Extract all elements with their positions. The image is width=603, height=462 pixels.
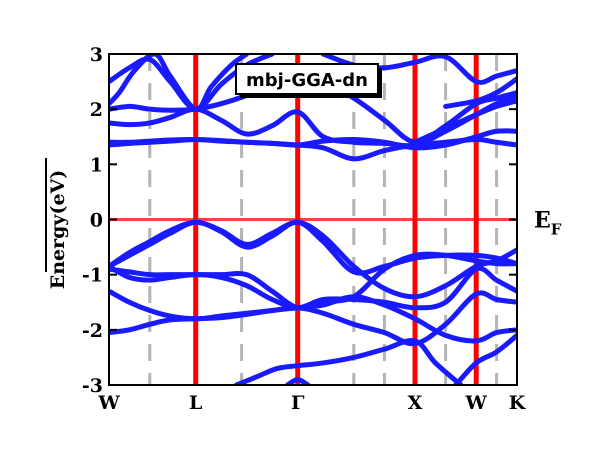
y-axis-label: Energy(eV) xyxy=(47,170,69,290)
x-tick-label: W xyxy=(97,392,120,414)
legend-text: mbj-GGA-dn xyxy=(246,70,368,91)
y-tick-label: 3 xyxy=(90,44,103,66)
x-tick-label: L xyxy=(189,392,202,414)
band-line xyxy=(234,337,464,385)
x-tick-label: K xyxy=(509,392,527,414)
legend-box xyxy=(235,63,379,95)
legend: mbj-GGA-dn xyxy=(235,63,382,98)
y-ticks: -3 -2 -1 0 1 2 3 xyxy=(82,44,517,397)
band-line xyxy=(109,294,517,344)
fermi-subscript: F xyxy=(551,221,562,239)
band-line xyxy=(412,98,517,145)
y-tick-label: -2 xyxy=(82,320,103,342)
y-tick-label: 1 xyxy=(90,154,103,176)
band-line xyxy=(453,332,517,385)
fermi-level-label: EF xyxy=(534,208,562,239)
y-tick-label: -1 xyxy=(82,265,103,287)
band-line xyxy=(285,376,311,385)
y-tick-label: 2 xyxy=(90,99,103,121)
fermi-letter: E xyxy=(534,208,551,234)
x-tick-label: X xyxy=(408,392,423,414)
bands xyxy=(109,54,517,385)
band-line xyxy=(109,54,250,112)
x-tick-label: Γ xyxy=(291,392,305,414)
y-tick-label: 0 xyxy=(90,210,103,232)
y-tick-label: -3 xyxy=(82,375,103,397)
x-tick-label: W xyxy=(465,392,488,414)
band-line xyxy=(443,76,517,109)
dashed-gridlines xyxy=(148,54,499,385)
band-line xyxy=(109,128,517,151)
